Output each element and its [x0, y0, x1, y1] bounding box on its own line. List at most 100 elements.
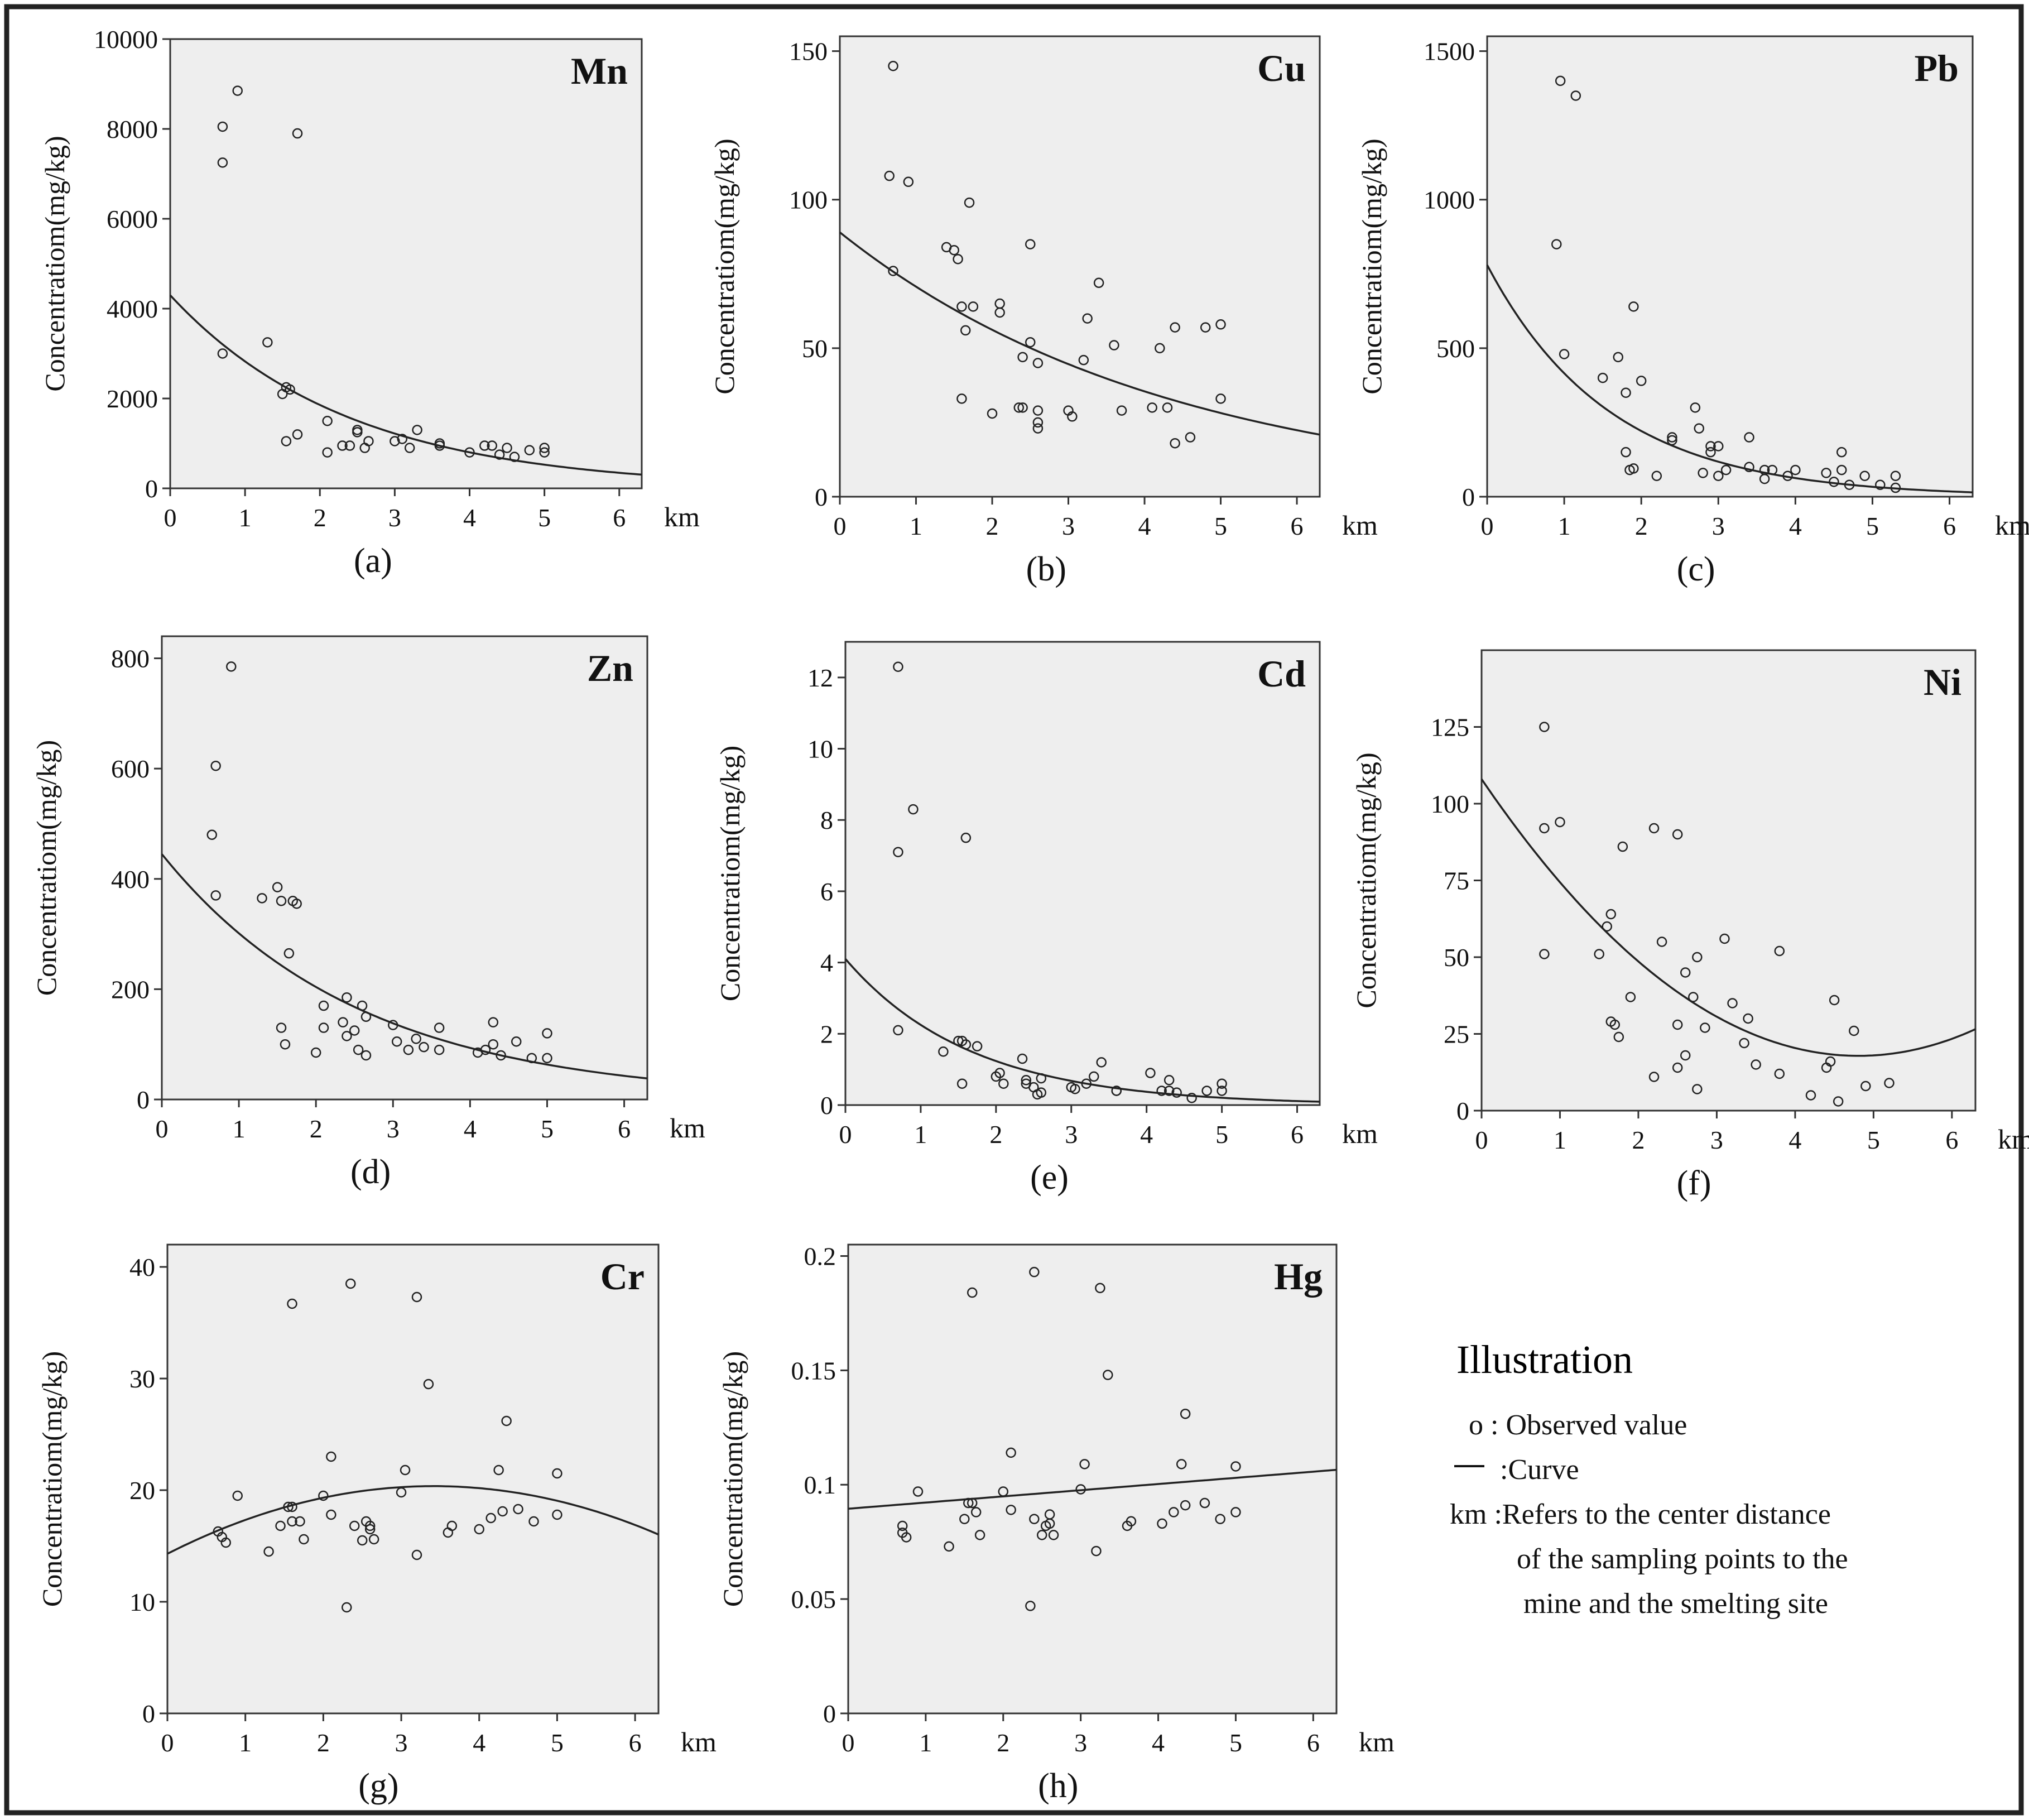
legend: Illustration o : Observed value :Curve k… — [1450, 1337, 1848, 1620]
observed-point — [1025, 1601, 1036, 1611]
observed-point — [1539, 823, 1550, 834]
observed-point — [1744, 462, 1754, 473]
observed-point — [1739, 1038, 1749, 1049]
plot-area — [169, 38, 643, 489]
observed-point — [1759, 473, 1770, 484]
observed-point — [1169, 1507, 1179, 1518]
observed-point — [412, 425, 422, 435]
observed-point — [893, 1025, 903, 1036]
observed-point — [287, 1516, 297, 1527]
observed-point — [363, 436, 374, 446]
observed-point — [1079, 1459, 1090, 1470]
x-tick-label: 0 — [842, 1728, 855, 1757]
x-tick-label: 2 — [986, 512, 999, 540]
observed-point — [960, 832, 972, 843]
observed-point — [488, 1039, 499, 1050]
observed-point — [485, 1512, 496, 1524]
observed-point — [287, 1298, 297, 1309]
observed-point — [1672, 829, 1683, 840]
observed-point — [1680, 1050, 1691, 1061]
observed-point — [349, 1520, 360, 1531]
observed-point — [1163, 1086, 1175, 1096]
observed-point — [1036, 1530, 1047, 1540]
observed-point — [897, 1520, 908, 1531]
y-tick-label: 10 — [129, 1588, 155, 1616]
legend-km-line3: mine and the smelting site — [1523, 1588, 1828, 1620]
observed-point — [901, 1532, 912, 1543]
legend-curve: :Curve — [1500, 1454, 1579, 1486]
x-tick-label: 0 — [834, 512, 847, 540]
y-tick-label: 100 — [789, 186, 828, 214]
observed-point — [488, 1017, 499, 1027]
observed-point — [1609, 1019, 1621, 1030]
x-tick-label: 4 — [463, 503, 476, 532]
panel-label: (g) — [358, 1767, 398, 1805]
observed-point — [391, 1036, 402, 1047]
observed-point — [502, 443, 512, 453]
observed-point — [434, 1044, 445, 1055]
observed-point — [539, 443, 550, 453]
x-axis-unit: km — [1998, 1123, 2029, 1155]
y-tick-label: 50 — [802, 334, 828, 363]
observed-point — [295, 1516, 305, 1527]
y-axis-label: Concentratiom(mg/kg) — [31, 740, 62, 996]
y-tick-label: 0 — [823, 1699, 836, 1728]
observed-point — [987, 408, 998, 419]
observed-point — [206, 829, 218, 840]
observed-point — [1621, 387, 1631, 398]
x-tick-label: 0 — [156, 1115, 169, 1143]
observed-point — [1070, 1084, 1080, 1094]
observed-point — [994, 1068, 1005, 1078]
observed-point — [1705, 446, 1716, 458]
y-tick-label: 8000 — [107, 115, 158, 143]
observed-point — [318, 1022, 329, 1033]
observed-point — [342, 992, 352, 1003]
observed-point — [1032, 417, 1044, 428]
observed-point — [411, 1549, 422, 1560]
x-tick-label: 0 — [839, 1120, 852, 1149]
observed-point — [1095, 1283, 1105, 1294]
y-tick-label: 0 — [145, 474, 158, 503]
observed-point — [322, 447, 333, 458]
observed-point — [1156, 1086, 1167, 1096]
observed-point — [1217, 1086, 1227, 1096]
observed-point — [390, 436, 400, 446]
observed-point — [1048, 1530, 1059, 1540]
chart-panel-cr: 0 10 20 30 40 0 1 2 3 4 5 6 km Concentratiom(mg/kg) Cr… — [36, 1243, 717, 1805]
x-tick-label: 4 — [473, 1728, 485, 1757]
x-tick-label: 5 — [541, 1115, 554, 1143]
plot-area — [166, 1243, 660, 1715]
x-tick-label: 0 — [1481, 512, 1494, 540]
observed-point — [217, 157, 228, 168]
x-tick-label: 2 — [1632, 1126, 1645, 1154]
x-tick-label: 2 — [317, 1728, 330, 1757]
observed-point — [287, 1501, 297, 1512]
observed-point — [1698, 468, 1708, 478]
x-tick-label: 3 — [1065, 1120, 1078, 1149]
observed-point — [497, 1506, 508, 1517]
observed-point — [908, 804, 919, 815]
observed-point — [1036, 1073, 1047, 1084]
observed-point — [423, 1379, 434, 1390]
y-axis-label: Concentratiom(mg/kg) — [1356, 138, 1387, 394]
observed-point — [938, 1046, 949, 1057]
fitted-curve — [848, 1468, 1337, 1510]
observed-point — [1628, 463, 1639, 474]
observed-point — [281, 436, 292, 446]
y-tick-label: 4 — [820, 949, 833, 977]
panel-label: (e) — [1030, 1159, 1069, 1197]
observed-point — [1163, 1075, 1175, 1086]
x-tick-label: 6 — [618, 1115, 631, 1143]
observed-point — [338, 1017, 348, 1027]
observed-point — [337, 440, 348, 451]
chart-panel-hg: 0 0.05 0.1 0.15 0.2 0 1 2 3 4 5 6 km Concentratiom(mg… — [717, 1242, 1395, 1805]
observed-point — [884, 170, 895, 181]
observed-point — [1744, 432, 1754, 443]
observed-point — [232, 85, 243, 96]
observed-point — [1621, 446, 1631, 458]
y-tick-label: 2 — [820, 1020, 833, 1048]
observed-point — [404, 443, 415, 453]
observed-point — [1849, 1025, 1859, 1036]
panel-title: Zn — [587, 647, 633, 689]
chart-panel-cu: 0 50 100 150 0 1 2 3 4 5 6 km Concentratiom(mg/kg) Cu… — [709, 35, 1378, 588]
